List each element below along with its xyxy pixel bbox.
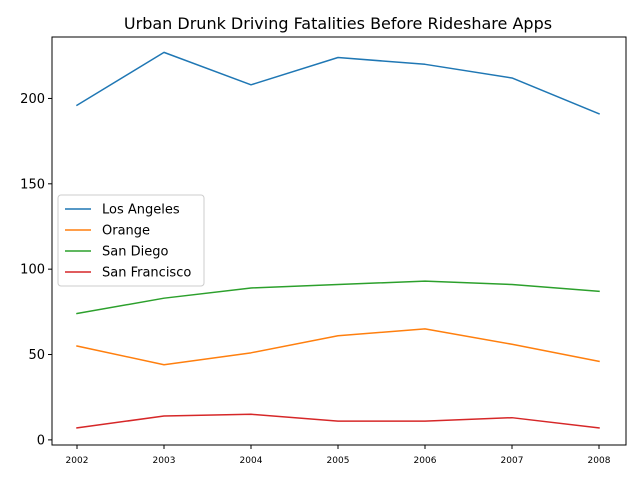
x-tick-label: 2007 — [501, 456, 524, 466]
y-tick-label: 50 — [28, 348, 45, 363]
legend-label: Orange — [102, 224, 150, 239]
x-tick-label: 2008 — [588, 456, 611, 466]
x-tick-label: 2002 — [66, 456, 89, 466]
series-line-3 — [76, 413, 600, 429]
y-tick-label: 150 — [20, 177, 45, 192]
legend-label: San Diego — [102, 245, 168, 260]
x-tick-label: 2004 — [240, 456, 263, 466]
legend: Los Angeles Orange San Diego San Francisco — [57, 194, 205, 287]
legend-box — [57, 194, 205, 287]
series-line-1 — [76, 328, 600, 366]
y-tick-label: 100 — [20, 263, 45, 278]
legend-label: San Francisco — [102, 266, 191, 281]
series-line-2 — [76, 280, 600, 315]
series-lines — [75, 51, 600, 429]
legend-label: Los Angeles — [102, 203, 180, 218]
x-tick-label: 2003 — [153, 456, 176, 466]
y-tick-label: 0 — [37, 433, 45, 448]
x-tick-label: 2006 — [414, 456, 437, 466]
x-tick-label: 2005 — [327, 456, 350, 466]
y-tick-label: 200 — [20, 92, 45, 107]
plot-area: 0 50 100 150 200 2002 2003 2004 2005 2006 2007 2008 — [20, 36, 627, 466]
axes-frame — [51, 36, 627, 446]
series-line-0 — [75, 51, 600, 115]
chart-title: Urban Drunk Driving Fatalities Before Ri… — [124, 14, 552, 33]
